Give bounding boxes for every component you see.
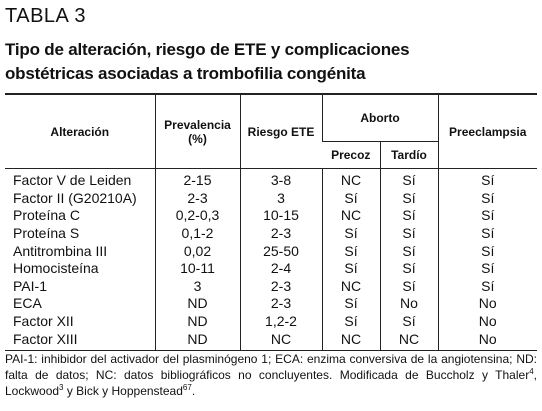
table-cell: Sí [321, 224, 380, 243]
title-line: obstétricas asociadas a trombofilia cong… [5, 64, 366, 83]
table-label: TABLA 3 [5, 5, 86, 27]
table-cell: 2-3 [239, 224, 322, 243]
footnote-text: y Bick y Hoppenstead [63, 384, 183, 398]
table-row: Proteína C 0,2-0,3 10-15 NC Sí Sí [5, 207, 537, 225]
table-cell: Factor XIII [5, 330, 155, 351]
reference-number: 67 [182, 383, 192, 392]
header-cell: Tardío [379, 141, 438, 169]
table-cell: 0,02 [154, 242, 240, 260]
table-cell: 0,2-0,3 [154, 207, 240, 225]
table-cell: Sí [437, 189, 537, 208]
header-cell: Alteración [5, 93, 155, 169]
table-cell: Antitrombina III [13, 242, 108, 259]
reference-number: 3 [59, 383, 64, 392]
table-cell: 3 [154, 277, 240, 296]
table-cell: Homocisteína [13, 260, 99, 277]
table-cell: PAI-1 [13, 277, 47, 294]
table-cell: Sí [321, 312, 380, 331]
footnote-text: . [191, 384, 196, 398]
table-cell: 25-50 [239, 242, 322, 260]
table-cell: 3 [239, 189, 322, 208]
table-body: Factor V de Leiden 2-15 3-8 NC Sí Sí Factor II… [5, 168, 537, 351]
table-cell: 1,2-2 [239, 312, 322, 331]
table-cell: Proteína C [13, 207, 80, 224]
header-line: (%) [188, 131, 207, 146]
data-table: Alteración Prevalencia (%) Riesgo ETE Abo… [5, 93, 537, 351]
table-row: Factor V de Leiden 2-15 3-8 NC Sí Sí [5, 168, 537, 190]
table-cell: Sí [437, 259, 537, 278]
table-cell: Sí [379, 277, 438, 296]
table-row: Homocisteína 10-11 2-4 Sí Sí Sí [5, 259, 537, 278]
table-cell: ECA [13, 295, 42, 312]
table-cell: 10-15 [239, 207, 322, 225]
table-title: Tipo de alteración, riesgo de ETE y comp… [5, 38, 410, 86]
table-cell: Factor V de Leiden [13, 172, 132, 189]
reference-number: 4 [529, 367, 534, 376]
table-cell: Proteína S [13, 225, 80, 242]
table-cell: Sí [379, 259, 438, 278]
table-cell: Sí [379, 168, 438, 190]
table-header: Alteración Prevalencia (%) Riesgo ETE Abo… [5, 93, 537, 169]
table-cell: Sí [321, 259, 380, 278]
table-cell: Sí [321, 189, 380, 208]
table-cell: ND [154, 330, 240, 351]
table-cell: 0,1-2 [154, 224, 240, 243]
table-cell: Factor II (G20210A) [13, 189, 137, 206]
table-cell: NC [239, 330, 322, 351]
table-cell: ND [154, 295, 240, 313]
table-row: Factor XIII ND NC NC NC No [5, 330, 537, 351]
table-cell: 2-3 [239, 277, 322, 296]
table-cell: 2-3 [154, 189, 240, 208]
table-cell: 2-15 [154, 168, 240, 190]
header-cell: Preeclampsia [437, 93, 537, 169]
table-cell: NC [379, 330, 438, 351]
table-cell: Sí [321, 242, 380, 260]
table-cell: Sí [379, 242, 438, 260]
table-cell: NC [321, 277, 380, 296]
table-cell: Sí [379, 224, 438, 243]
table-cell: Sí [437, 277, 537, 296]
table-row: Proteína S 0,1-2 2-3 Sí Sí Sí [5, 224, 537, 243]
table-cell: Sí [437, 168, 537, 190]
table-cell: NC [321, 207, 380, 225]
header-cell: Precoz [322, 141, 380, 169]
table-row: Antitrombina III 0,02 25-50 Sí Sí Sí [5, 242, 537, 260]
table-cell: Sí [379, 189, 438, 208]
header-cell: Prevalencia (%) [154, 93, 240, 169]
table-row: PAI-1 3 2-3 NC Sí Sí [5, 277, 537, 296]
table-cell: No [437, 330, 537, 351]
table-cell: ND [154, 312, 240, 331]
table-cell: Factor XII [13, 313, 74, 330]
table-cell: 2-3 [239, 295, 322, 313]
table-cell: No [437, 295, 537, 313]
table-cell: 3-8 [239, 168, 322, 190]
footnote-text: , Lockwood [5, 368, 537, 398]
table-cell: No [437, 312, 537, 331]
footnote: PAI-1: inhibidor del activador del plasm… [5, 351, 537, 399]
header-cell: Aborto [321, 93, 438, 142]
header-line: Prevalencia [164, 117, 231, 132]
title-line: Tipo de alteración, riesgo de ETE y comp… [5, 40, 410, 59]
table-cell: 10-11 [154, 259, 240, 278]
table-cell: Sí [379, 312, 438, 331]
table-cell: 2-4 [239, 259, 322, 278]
footnote-text: PAI-1: inhibidor del activador del plasm… [5, 352, 537, 382]
table-cell: Sí [437, 207, 537, 225]
table-cell: Sí [379, 207, 438, 225]
header-cell: Riesgo ETE [239, 93, 322, 169]
table-row: Factor XII ND 1,2-2 Sí Sí No [5, 312, 537, 331]
table-cell: Sí [437, 242, 537, 260]
table-cell: Sí [437, 224, 537, 243]
table-cell: NC [321, 330, 380, 351]
table-cell: Sí [321, 295, 380, 313]
table-cell: NC [321, 168, 380, 190]
table-row: ECA ND 2-3 Sí No No [5, 295, 537, 313]
table-row: Factor II (G20210A) 2-3 3 Sí Sí Sí [5, 189, 537, 208]
table-cell: No [379, 295, 438, 313]
